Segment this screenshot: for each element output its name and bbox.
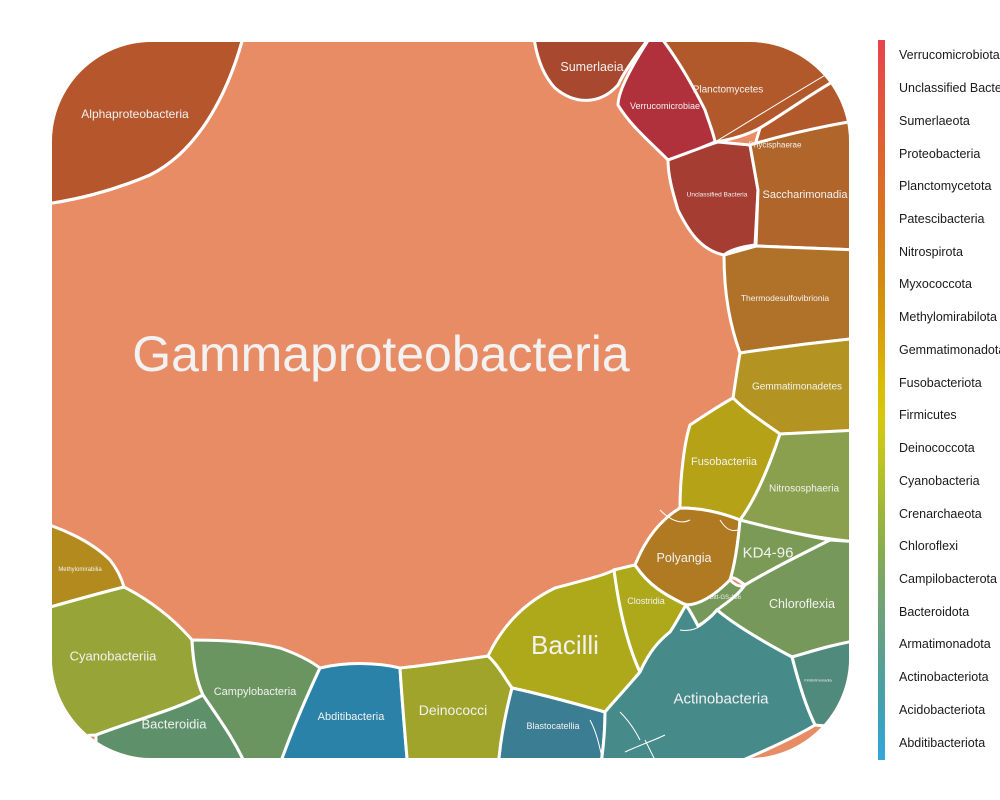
cell-border-gammaproteobacteria xyxy=(52,42,247,207)
legend-item: Acidobacteriota xyxy=(899,702,986,717)
legend-item: Planctomycetota xyxy=(899,179,992,194)
legend-item: Crenarchaeota xyxy=(899,506,982,521)
label-actinobacteria: Actinobacteria xyxy=(673,691,769,708)
legend-item: Deinococcota xyxy=(899,441,975,456)
cell-sumerlaeia xyxy=(531,42,658,102)
label-methylomirabilia: Methylomirabilia xyxy=(58,567,102,573)
label-cyanobacteriia: Cyanobacteriia xyxy=(70,649,157,664)
legend-item: Firmicutes xyxy=(899,408,957,423)
inner-division-line xyxy=(719,519,739,531)
legend-item: Unclassified Bacteria xyxy=(899,81,1000,96)
label-phycisphaerae: Phycisphaerae xyxy=(749,141,802,150)
label-kd4-96: KD4-96 xyxy=(743,545,794,562)
cell-actinobacteria xyxy=(598,602,817,758)
legend-item: Proteobacteria xyxy=(899,146,981,161)
label-deinococci: Deinococci xyxy=(419,702,487,718)
label-polyangia: Polyangia xyxy=(657,551,712,565)
cell-saccharimonadia xyxy=(748,118,849,252)
legend-item: Nitrospirota xyxy=(899,244,963,259)
legend-item: Cyanobacteria xyxy=(899,473,980,488)
inner-division-line xyxy=(679,621,706,631)
legend-item: Methylomirabilota xyxy=(899,310,997,325)
label-saccharimonadia: Saccharimonadia xyxy=(763,189,849,201)
legend-item: Myxococcota xyxy=(899,277,972,292)
label-gammaproteobacteria: Gammaproteobacteria xyxy=(132,326,630,382)
label-campylobacteria: Campylobacteria xyxy=(214,686,297,698)
label-planctomycetes: Planctomycetes xyxy=(693,85,764,96)
legend-item: Patescibacteria xyxy=(899,212,985,226)
label-nitrososphaeria: Nitrososphaeria xyxy=(769,484,839,495)
inner-division-line xyxy=(589,719,606,758)
label-blastocatellia: Blastocatellia xyxy=(526,721,579,731)
label-clostridia: Clostridia xyxy=(627,596,665,606)
treemap-chart: Gammaproteobacteria Alphaproteobacteria Su… xyxy=(52,42,849,758)
label-fusobacteriia: Fusobacteriia xyxy=(691,456,758,468)
label-chloroflexia: Chloroflexia xyxy=(769,597,835,611)
label-fimbriimonadia: Fimbriimonadia xyxy=(804,678,832,683)
label-abditibacteria: Abditibacteria xyxy=(318,711,386,723)
legend-item: Chloroflexi xyxy=(899,539,959,554)
inner-division-line xyxy=(659,509,691,523)
label-bacteroidia: Bacteroidia xyxy=(141,717,207,732)
legend-item: Armatimonadota xyxy=(899,637,991,652)
label-sumerlaeia: Sumerlaeia xyxy=(560,60,623,74)
label-gemmatimonadetes: Gemmatimonadetes xyxy=(752,382,842,393)
inner-division-line xyxy=(619,711,641,741)
label-verrucomicrobiae: Verrucomicrobiae xyxy=(630,101,700,111)
legend-item: Verrucomicrobiota xyxy=(899,48,1000,63)
legend-item: Abditibacteriota xyxy=(899,735,986,750)
label-alphaproteobacteria: Alphaproteobacteria xyxy=(81,107,189,121)
label-bacilli: Bacilli xyxy=(531,630,599,660)
legend-item: Sumerlaeota xyxy=(899,113,970,128)
legend-item: Fusobacteriota xyxy=(899,375,982,390)
legend: Verrucomicrobiota Unclassified Bacteria Su… xyxy=(878,40,1000,760)
legend-item: Campilobacterota xyxy=(899,572,997,586)
legend-color-bar xyxy=(878,40,885,760)
legend-item: Gemmatimonadota xyxy=(899,342,1000,357)
inner-division-line xyxy=(644,739,661,758)
legend-item: Actinobacteriota xyxy=(899,670,989,685)
label-thermodesulfovibrionia: Thermodesulfovibrionia xyxy=(741,293,830,303)
legend-item: Bacteroidota xyxy=(899,604,970,619)
label-unclassified-bacteria: Unclassified Bacteria xyxy=(687,192,748,199)
label-gitt-gs-136: Gitt-GS-136 xyxy=(709,595,742,601)
